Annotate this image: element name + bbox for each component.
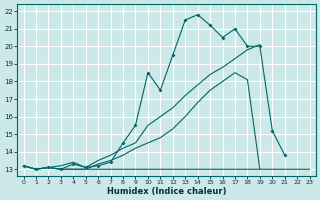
X-axis label: Humidex (Indice chaleur): Humidex (Indice chaleur) <box>107 187 226 196</box>
